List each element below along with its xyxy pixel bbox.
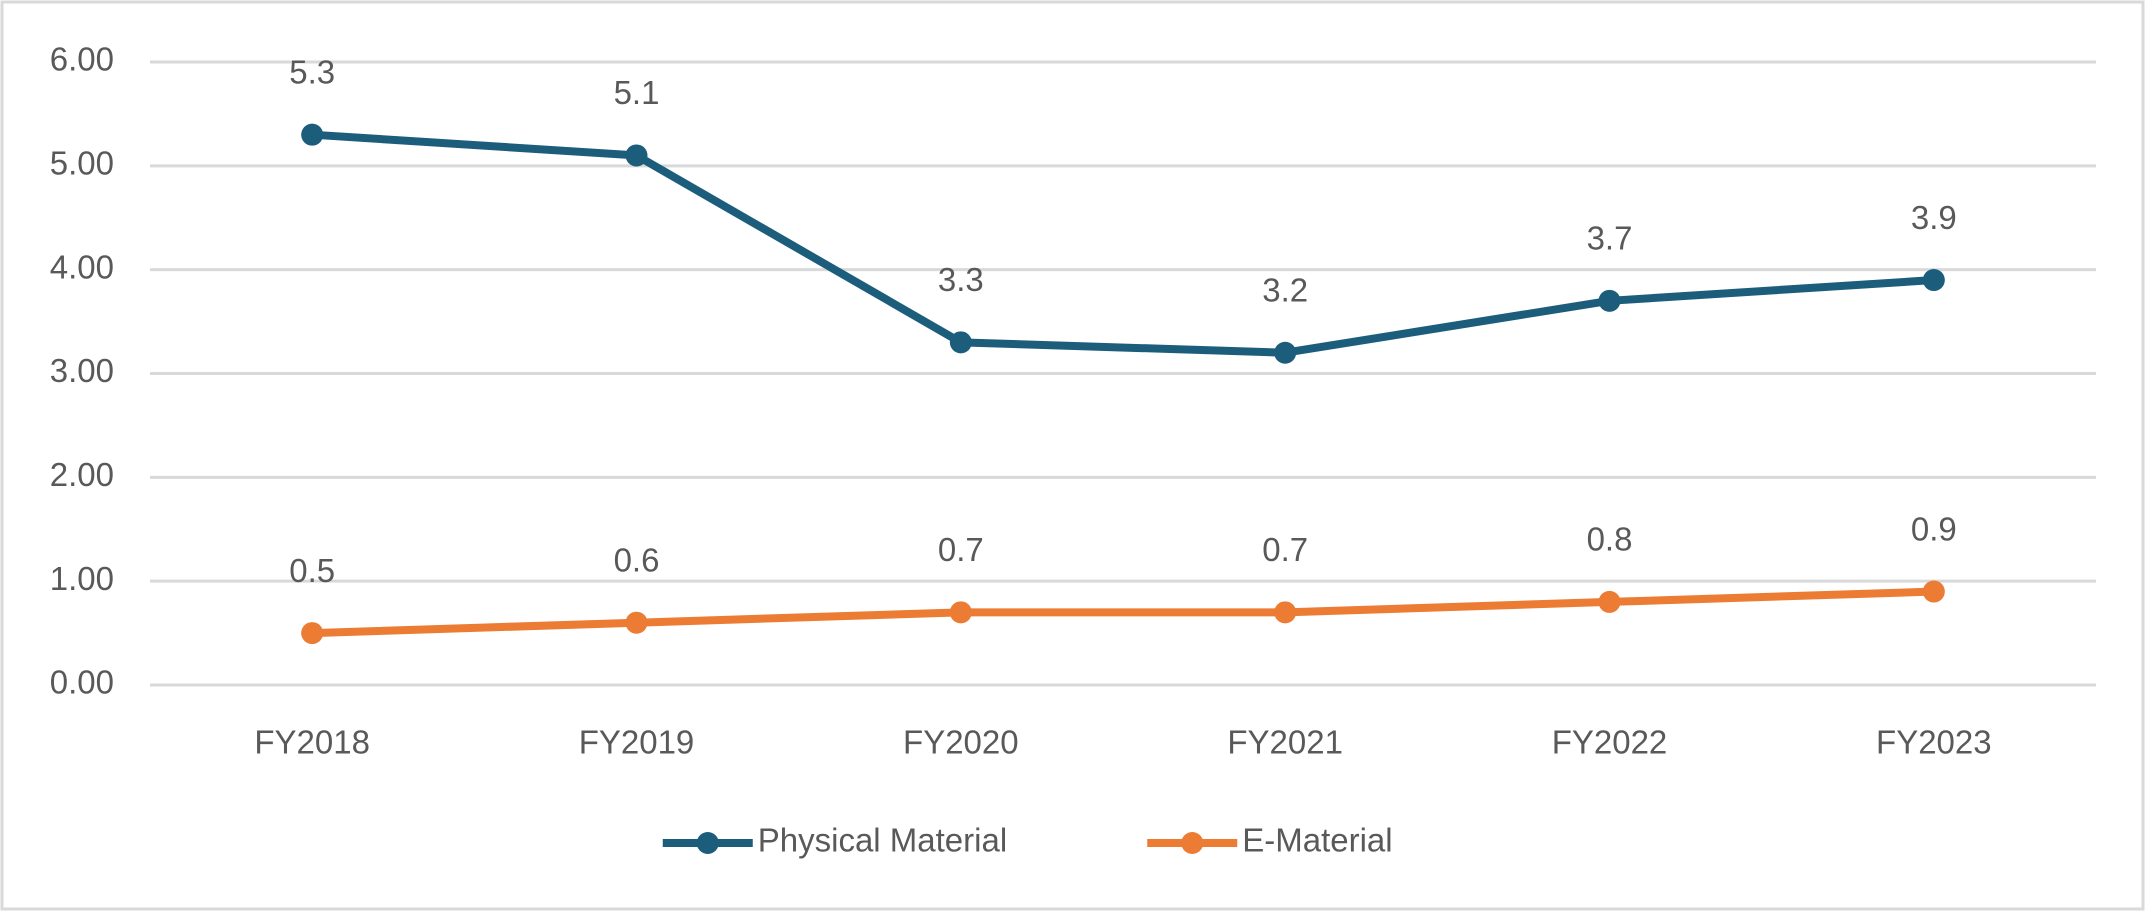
y-tick-label: 1.00 [50, 560, 114, 597]
data-point [1598, 289, 1621, 312]
legend-label: E-Material [1242, 822, 1392, 859]
y-tick-label: 0.00 [50, 664, 114, 701]
data-point [625, 611, 648, 634]
data-label: 0.9 [1911, 510, 1957, 547]
x-tick-label: FY2020 [903, 724, 1019, 761]
y-tick-label: 6.00 [50, 41, 114, 78]
data-label: 3.9 [1911, 199, 1957, 236]
data-label: 0.7 [1262, 531, 1308, 568]
y-tick-label: 5.00 [50, 145, 114, 182]
data-label: 0.6 [614, 541, 660, 578]
x-tick-label: FY2019 [579, 724, 695, 761]
y-tick-label: 3.00 [50, 352, 114, 389]
legend-label: Physical Material [758, 822, 1007, 859]
legend-marker [1181, 832, 1204, 854]
data-label: 0.8 [1587, 521, 1633, 558]
data-label: 0.7 [938, 531, 984, 568]
x-tick-label: FY2022 [1552, 724, 1668, 761]
data-point [1274, 601, 1297, 624]
data-label: 3.3 [938, 261, 984, 298]
data-label: 0.5 [289, 552, 335, 589]
data-label: 3.2 [1262, 271, 1308, 308]
data-label: 5.1 [614, 74, 660, 111]
series-line [312, 587, 1934, 638]
x-tick-label: FY2021 [1227, 724, 1343, 761]
data-label: 5.3 [289, 53, 335, 90]
data-point [301, 622, 324, 645]
data-point [1274, 341, 1297, 364]
y-tick-label: 2.00 [50, 456, 114, 493]
data-point [625, 144, 648, 167]
data-label: 3.7 [1587, 220, 1633, 257]
data-point [1598, 590, 1621, 613]
data-point [1922, 269, 1945, 292]
x-tick-label: FY2023 [1876, 724, 1992, 761]
data-point [949, 331, 972, 354]
data-point [949, 601, 972, 624]
y-tick-label: 4.00 [50, 248, 114, 285]
data-point [301, 123, 324, 146]
series-line [311, 130, 1935, 357]
legend-marker [696, 832, 719, 854]
x-tick-label: FY2018 [254, 724, 370, 761]
data-point [1922, 580, 1945, 603]
